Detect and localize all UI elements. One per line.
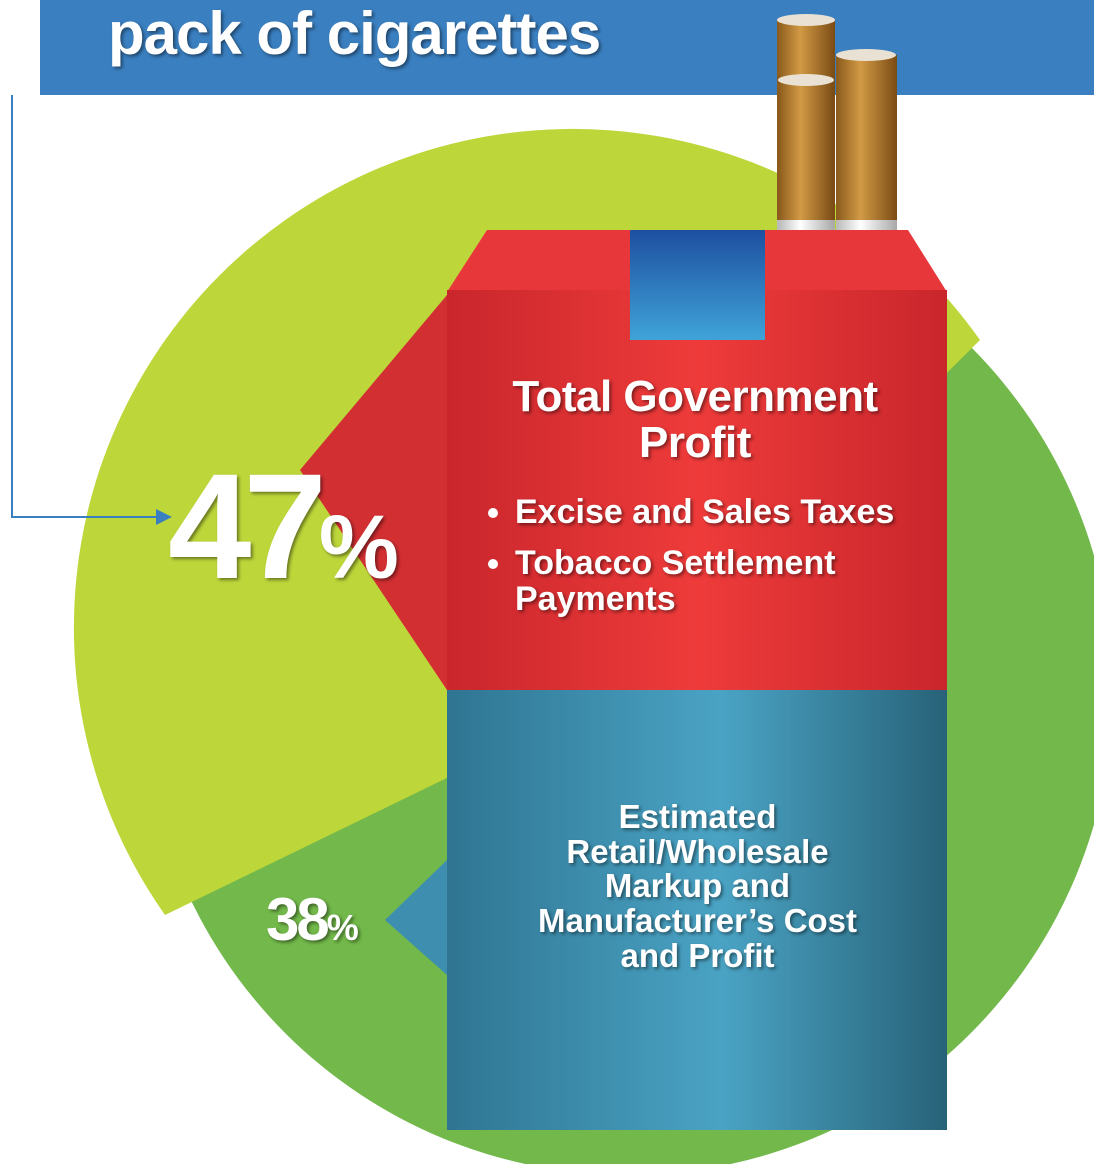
- pointer-line: [11, 95, 160, 518]
- label: Estimated Retail/Wholesale Markup and Ma…: [537, 798, 858, 974]
- bullet: Excise and Sales Taxes: [515, 494, 935, 531]
- title-banner: [40, 0, 1094, 95]
- bullet: Tobacco Settlement Payments: [515, 544, 935, 618]
- pack-tab: [630, 230, 765, 340]
- percent: 38%: [266, 888, 359, 951]
- pack-red: [447, 290, 947, 690]
- cigarette-end: [777, 14, 835, 26]
- cigarette-end: [778, 74, 834, 86]
- pack-blue: [447, 690, 947, 1130]
- percent-unit: %: [326, 907, 359, 948]
- percent: 47%: [168, 447, 399, 606]
- pointer-arrow: [156, 509, 172, 525]
- percent-number: 47: [168, 442, 327, 610]
- heading: Total Government Profit: [512, 372, 878, 468]
- red-pointer: [300, 295, 447, 690]
- bullet-list: Excise and Sales Taxes Tobacco Settlemen…: [485, 494, 935, 632]
- blue-pointer: [385, 860, 447, 975]
- title: pack of cigarettes: [108, 0, 601, 67]
- percent-unit: %: [318, 498, 399, 598]
- percent-number: 38: [266, 886, 330, 953]
- cigarette-end: [836, 49, 896, 61]
